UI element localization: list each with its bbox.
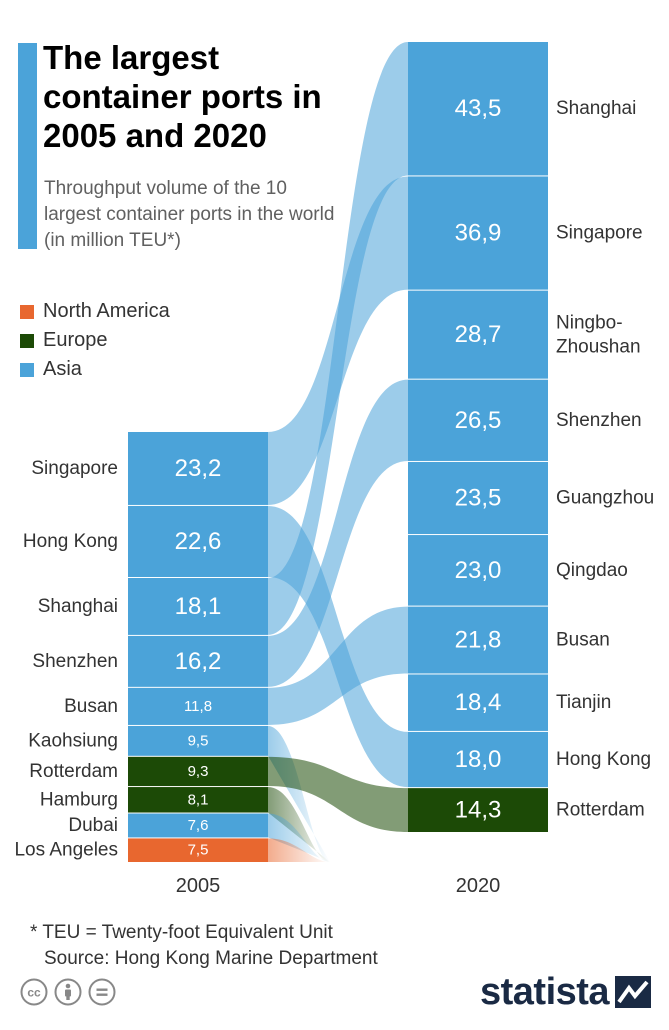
legend-swatch-asia (20, 362, 34, 377)
legend-label: Asia (43, 358, 82, 380)
bar-kaohsiung (128, 725, 268, 756)
bar-value-rotterdam: 14,3 (455, 797, 502, 824)
bar-ningbo-zhoushan (408, 290, 548, 379)
bar-tianjin (408, 674, 548, 731)
port-label-singapore: Singapore (31, 458, 118, 479)
bar-singapore (128, 432, 268, 505)
year-label-2020: 2020 (456, 875, 501, 897)
year-label-2005: 2005 (176, 875, 221, 897)
flow-hamburg-exit (268, 787, 330, 862)
teu-footnote: * TEU = Twenty-foot Equivalent Unit (30, 922, 333, 943)
bar-value-shanghai: 18,1 (175, 593, 222, 620)
bar-shenzhen (408, 379, 548, 461)
port-label-hamburg: Hamburg (40, 789, 118, 810)
bar-hong-kong (408, 731, 548, 788)
port-label-shanghai: Shanghai (38, 596, 118, 617)
bar-hong-kong (128, 505, 268, 578)
port-label-rotterdam: Rotterdam (556, 800, 645, 821)
bar-value-qingdao: 23,0 (455, 557, 502, 584)
bar-value-hamburg: 8,1 (188, 791, 209, 808)
bar-value-hong-kong: 22,6 (175, 528, 222, 555)
bar-value-guangzhou: 23,5 (455, 485, 502, 512)
bar-value-busan: 11,8 (184, 698, 212, 715)
attribution-icon[interactable] (54, 978, 82, 1006)
bar-rotterdam (408, 788, 548, 832)
bar-value-kaohsiung: 9,5 (188, 732, 209, 749)
port-label-busan: Busan (556, 630, 610, 651)
flow-busan (268, 606, 408, 725)
no-derivatives-icon[interactable] (88, 978, 116, 1006)
creative-commons-icon[interactable]: cc (20, 978, 48, 1006)
port-label-singapore: Singapore (556, 223, 643, 244)
port-label-shanghai: Shanghai (556, 98, 636, 119)
bar-rotterdam (128, 756, 268, 787)
port-label-busan: Busan (64, 696, 118, 717)
flow-rotterdam (268, 756, 408, 832)
bar-hamburg (128, 787, 268, 813)
statista-logo-icon (615, 976, 652, 1008)
legend-item-north-america: North America (20, 297, 170, 326)
port-label-shenzhen: Shenzhen (32, 651, 118, 672)
bar-value-singapore: 36,9 (455, 220, 502, 247)
bar-value-hong-kong: 18,0 (455, 746, 502, 773)
bar-value-los-angeles: 7,5 (188, 842, 209, 859)
port-label-hong-kong: Hong Kong (556, 749, 651, 770)
chart-title: The largest container ports in 2005 and … (43, 39, 322, 154)
bar-singapore (408, 176, 548, 290)
bar-busan (128, 687, 268, 725)
legend-label: North America (43, 300, 170, 322)
bar-qingdao (408, 535, 548, 606)
port-label-tianjin: Tianjin (556, 692, 611, 713)
port-label-ningbo-zhoushan: Ningbo-Zhoushan (556, 312, 641, 357)
bar-shanghai (128, 578, 268, 635)
bar-value-rotterdam: 9,3 (188, 763, 209, 780)
legend-label: Europe (43, 329, 108, 351)
legend-item-europe: Europe (20, 326, 170, 355)
chart-subtitle: Throughput volume of the 10 largest cont… (44, 178, 335, 251)
legend-item-asia: Asia (20, 355, 170, 384)
port-label-hong-kong: Hong Kong (23, 531, 118, 552)
legend-swatch-north-america (20, 304, 34, 319)
bar-value-singapore: 23,2 (175, 455, 222, 482)
bar-value-shenzhen: 26,5 (455, 407, 502, 434)
bar-value-tianjin: 18,4 (455, 689, 502, 716)
port-label-guangzhou: Guangzhou (556, 488, 654, 509)
flow-shanghai (268, 42, 408, 635)
port-label-kaohsiung: Kaohsiung (28, 730, 118, 751)
statista-wordmark: statista (480, 971, 610, 1013)
flow-los-angeles-exit (268, 838, 330, 862)
bar-guangzhou (408, 461, 548, 535)
bar-value-dubai: 7,6 (188, 817, 209, 834)
bar-shanghai (408, 42, 548, 176)
flow-connections (268, 42, 408, 862)
source-note: Source: Hong Kong Marine Department (44, 948, 378, 969)
year-labels: 2005 2020 (176, 875, 501, 897)
statista-brand[interactable]: statista (480, 970, 652, 1014)
bar-value-shanghai: 43,5 (455, 95, 502, 122)
title-accent-bar (18, 43, 37, 249)
bar-busan (408, 606, 548, 674)
bar-dubai (128, 813, 268, 838)
bar-value-shenzhen: 16,2 (175, 648, 222, 675)
column-2020: 43,5 Shanghai 36,9 Singapore 28,7 Ningbo-Zhou… (408, 42, 654, 832)
license-icons: cc (20, 978, 122, 1006)
svg-text:cc: cc (27, 986, 41, 1000)
port-label-rotterdam: Rotterdam (29, 761, 118, 782)
port-label-shenzhen: Shenzhen (556, 410, 642, 431)
bar-value-ningbo-zhoushan: 28,7 (455, 321, 502, 348)
column-2005: 23,2 Singapore 22,6 Hong Kong 18,1 Shanghai 16… (14, 432, 268, 862)
flow-shenzhen (268, 379, 408, 687)
legend: North America Europe Asia (20, 297, 170, 384)
port-label-qingdao: Qingdao (556, 560, 628, 581)
port-label-dubai: Dubai (68, 815, 118, 836)
flow-dubai-exit (268, 813, 330, 862)
legend-swatch-europe (20, 333, 34, 348)
bar-los-angeles (128, 838, 268, 862)
port-label-los-angeles: Los Angeles (14, 840, 118, 861)
bar-shenzhen (128, 635, 268, 687)
bar-value-busan: 21,8 (455, 627, 502, 654)
